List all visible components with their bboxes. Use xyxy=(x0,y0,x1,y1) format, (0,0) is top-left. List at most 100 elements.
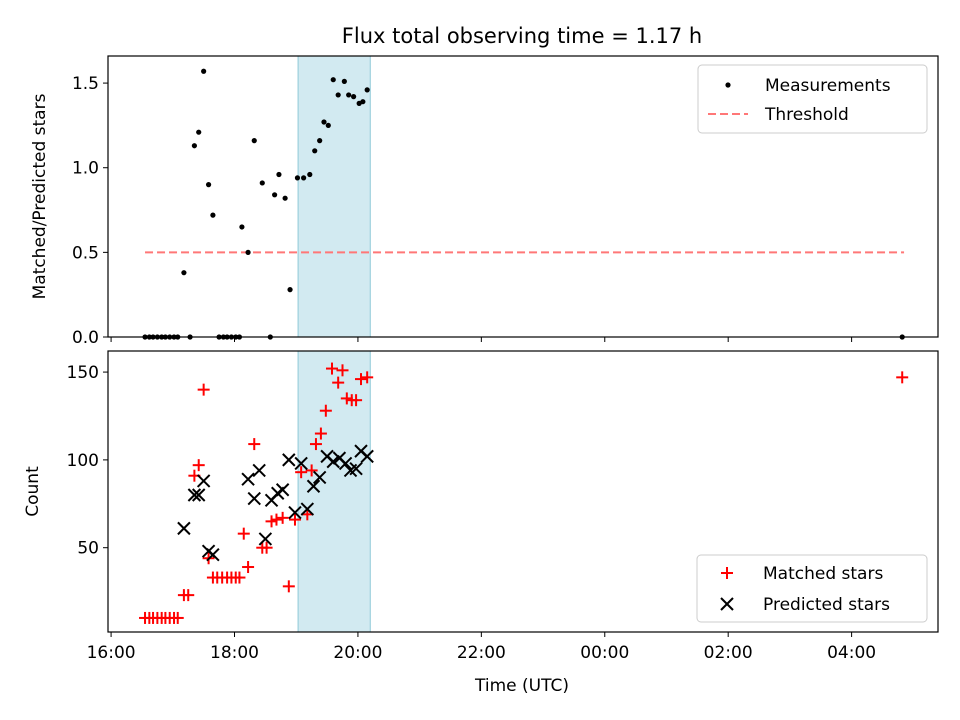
top-shaded-band xyxy=(297,55,371,338)
matched-star-point xyxy=(248,438,261,451)
measurement-point xyxy=(205,182,212,188)
top-panel: 0.0 0.5 1.0 1.5 Matched/Predicted stars Mea… xyxy=(30,55,939,348)
measurement-point xyxy=(325,122,331,129)
measurement-point xyxy=(317,138,323,144)
x-tick-label: 22:00 xyxy=(457,643,506,663)
measurement-point xyxy=(294,175,301,181)
legend-predicted-label: Predicted stars xyxy=(763,595,890,615)
legend-threshold-label: Threshold xyxy=(764,105,849,125)
bottom-ticks: 16:00 18:00 20:00 22:00 00:00 02:00 04:00 50 100… xyxy=(67,363,877,663)
predicted-star-point xyxy=(294,456,308,471)
matched-star-point xyxy=(237,527,250,540)
top-ylabel: Matched/Predicted stars xyxy=(30,93,50,299)
measurement-point xyxy=(341,78,347,84)
measurement-point xyxy=(335,92,341,98)
measurement-point xyxy=(201,68,207,74)
measurement-point xyxy=(351,94,357,100)
x-tick-label: 16:00 xyxy=(87,643,136,663)
predicted-star-point xyxy=(288,505,302,520)
matched-star-point xyxy=(270,513,283,526)
matched-star-point xyxy=(171,611,184,624)
top-legend: Measurements Threshold xyxy=(697,64,928,134)
chart-title: Flux total observing time = 1.17 h xyxy=(342,24,702,48)
matched-star-point xyxy=(355,373,368,386)
matched-star-point xyxy=(282,580,295,593)
x-tick-label: 18:00 xyxy=(210,643,259,663)
predicted-star-point xyxy=(192,488,206,502)
predicted-star-point xyxy=(360,449,374,464)
legend-measurements-label: Measurements xyxy=(765,76,891,96)
measurement-point xyxy=(239,224,245,230)
predicted-x-b xyxy=(252,463,266,478)
matched-star-point xyxy=(309,438,322,451)
predicted-star-point xyxy=(349,461,363,476)
x-tick-label: 00:00 xyxy=(580,643,629,663)
measurement-point xyxy=(210,212,216,218)
measurement-point xyxy=(282,195,288,201)
y-tick-label: 1.0 xyxy=(72,159,99,179)
matched-star-point xyxy=(233,571,246,584)
measurement-point xyxy=(196,129,202,135)
top-ticks: 0.0 0.5 1.0 1.5 xyxy=(72,74,853,348)
predicted-star-point xyxy=(300,502,315,516)
measurement-point xyxy=(312,148,318,154)
matched-star-points xyxy=(139,362,909,624)
y-tick-label: 0.0 xyxy=(72,328,99,348)
predicted-x-b xyxy=(306,479,321,493)
matched-star-point xyxy=(242,561,255,574)
measurement-point xyxy=(272,192,278,198)
measurement-point xyxy=(245,249,251,255)
measurement-point xyxy=(191,143,197,149)
measurement-point xyxy=(330,77,336,83)
predicted-x-b xyxy=(241,472,255,486)
predicted-star-point xyxy=(241,472,255,486)
bottom-panel: 16:00 18:00 20:00 22:00 00:00 02:00 04:00 50 100… xyxy=(23,350,939,696)
predicted-star-point xyxy=(282,453,296,467)
predicted-x-b xyxy=(258,532,273,546)
matched-star-point xyxy=(197,383,210,396)
matched-star-point xyxy=(288,513,301,526)
predicted-star-point xyxy=(306,479,321,493)
measurement-point xyxy=(181,270,187,276)
predicted-star-point xyxy=(258,532,273,546)
predicted-star-point xyxy=(326,454,340,469)
matched-star-point xyxy=(260,541,273,554)
predicted-star-point xyxy=(177,521,191,536)
y-tick-label: 0.5 xyxy=(72,243,99,263)
bottom-legend: Matched stars Predicted stars xyxy=(696,554,928,623)
measurement-point xyxy=(346,92,352,98)
matched-star-point xyxy=(305,464,318,477)
predicted-star-points xyxy=(177,444,374,562)
measurement-point xyxy=(276,171,282,178)
measurement-point xyxy=(364,87,370,93)
bottom-ylabel: Count xyxy=(23,466,43,517)
predicted-x-b xyxy=(294,456,308,471)
predicted-x-b xyxy=(247,491,261,506)
matched-star-point xyxy=(332,376,345,389)
predicted-x-b xyxy=(192,488,206,502)
top-axes-frame xyxy=(107,55,939,338)
predicted-x-b xyxy=(187,488,202,502)
measurement-point xyxy=(251,138,257,144)
x-tick-label: 04:00 xyxy=(827,643,876,663)
measurement-point xyxy=(307,171,313,178)
predicted-x-b xyxy=(349,461,363,476)
matched-star-point xyxy=(319,404,332,417)
predicted-x-b xyxy=(300,502,315,516)
predicted-x-b xyxy=(177,521,191,536)
matched-star-point xyxy=(314,427,327,440)
predicted-x-b xyxy=(312,470,327,485)
measurement-points xyxy=(142,68,905,340)
predicted-star-point xyxy=(206,548,220,562)
measurement-point xyxy=(301,175,307,181)
legend-matched-label: Matched stars xyxy=(763,564,883,584)
matched-star-point xyxy=(336,364,349,377)
x-tick-label: 02:00 xyxy=(704,643,753,663)
predicted-x-b xyxy=(206,548,220,562)
top-legend-box xyxy=(697,64,928,134)
x-axis-label: Time (UTC) xyxy=(474,676,569,696)
predicted-star-point xyxy=(312,470,327,485)
bottom-axes-frame xyxy=(107,350,939,633)
predicted-star-point xyxy=(247,491,261,506)
predicted-x-b xyxy=(326,454,340,469)
